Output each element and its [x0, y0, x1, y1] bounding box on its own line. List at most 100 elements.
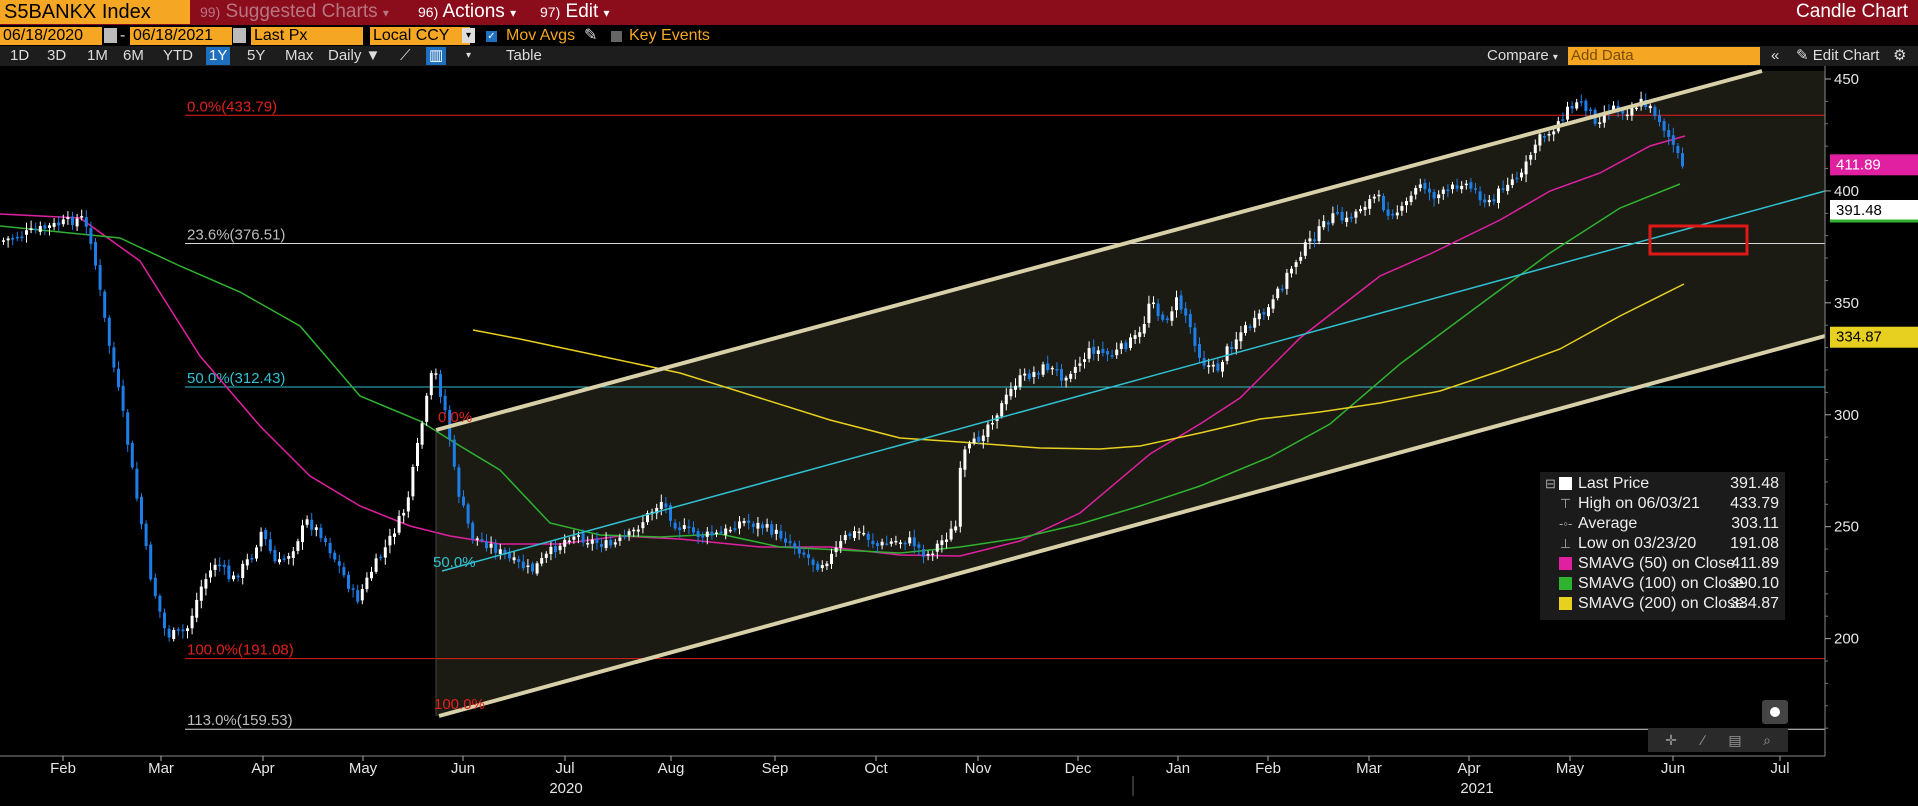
candle-body: [1474, 188, 1477, 190]
legend-swatch: [1559, 597, 1572, 610]
calendar-icon[interactable]: [233, 28, 246, 43]
candle-body: [365, 577, 369, 590]
y-tick-label: 350: [1834, 295, 1859, 312]
draw-icon[interactable]: ∕: [1701, 732, 1705, 748]
gear-icon[interactable]: ⚙: [1893, 47, 1907, 64]
candle-body: [429, 373, 433, 396]
zoom-icon[interactable]: ⌕: [1763, 732, 1771, 748]
notes-icon[interactable]: ▤: [1728, 732, 1742, 748]
period-max[interactable]: Max: [285, 47, 314, 64]
candle-body: [1294, 262, 1298, 268]
price-field-select[interactable]: Last Px: [251, 27, 363, 45]
end-date-field[interactable]: 06/18/2021: [130, 27, 232, 45]
period-3d[interactable]: 3D: [47, 47, 67, 64]
candle-body: [811, 559, 815, 565]
price-tag-label: 334.87: [1836, 329, 1882, 346]
period-1y[interactable]: 1Y: [206, 47, 231, 65]
calendar-icon[interactable]: [104, 28, 117, 43]
mov-avgs-label[interactable]: Mov Avgs: [506, 27, 576, 44]
ticker-field[interactable]: S5BANKX Index: [0, 0, 190, 24]
table-button[interactable]: Table: [506, 47, 542, 64]
period-6m[interactable]: 6M: [123, 47, 144, 64]
mov-avgs-checkbox[interactable]: ✓: [486, 31, 497, 42]
candle-body: [1198, 343, 1201, 358]
pencil-icon[interactable]: ✎: [584, 27, 598, 44]
chevron-down-icon[interactable]: ▾: [466, 50, 472, 61]
period-1d[interactable]: 1D: [10, 47, 30, 64]
key-events-label[interactable]: Key Events: [629, 27, 710, 44]
candle-body: [1276, 288, 1280, 299]
candle-body: [1317, 226, 1321, 242]
candle-body: [820, 565, 824, 569]
candle-body: [255, 547, 258, 559]
add-data-input[interactable]: Add Data: [1568, 47, 1760, 65]
channel-label: 100.0%: [434, 696, 485, 713]
candle-body: [264, 529, 268, 540]
frequency-select[interactable]: Daily ▼: [328, 47, 381, 64]
x-month-label: Aug: [658, 760, 685, 777]
chart-title: Candle Chart: [1796, 1, 1908, 22]
line-chart-icon[interactable]: ⟋: [400, 47, 411, 64]
candle-chart[interactable]: 0.0%(433.79) 23.6%(376.51) 50.0%(312.43) 10…: [0, 66, 1918, 806]
x-month-label: Mar: [1356, 760, 1382, 777]
candle-body: [1000, 403, 1004, 417]
legend-row: SMAVG (50) on Close 411.89: [1540, 554, 1785, 574]
candle-body: [664, 503, 668, 508]
x-month-label: Jun: [1661, 760, 1685, 777]
candle-body: [1326, 222, 1330, 225]
candle-body: [181, 629, 185, 632]
candle-body: [788, 541, 792, 544]
candle-body: [623, 535, 626, 538]
candle-body: [554, 546, 557, 553]
period-1m[interactable]: 1M: [87, 47, 108, 64]
candle-body: [756, 522, 760, 529]
x-month-label: Jan: [1166, 760, 1190, 777]
candle-chart-icon[interactable]: ▥: [426, 47, 447, 65]
suggested-charts-menu[interactable]: 99) Suggested Charts ▾: [200, 1, 389, 22]
key-events-checkbox[interactable]: [611, 31, 622, 42]
chevron-down-icon[interactable]: ▾: [462, 28, 475, 43]
candle-body: [1055, 369, 1059, 371]
candle-body: [531, 563, 534, 572]
candle-body: [784, 538, 787, 543]
sma100-line: [0, 183, 1681, 554]
crosshair-icon[interactable]: ✛: [1665, 732, 1677, 748]
candle-body: [894, 540, 898, 543]
minus-square-icon[interactable]: ⊟: [1545, 476, 1556, 491]
candle-body: [1575, 102, 1579, 109]
actions-menu[interactable]: 96) Actions ▾: [418, 1, 517, 22]
low-marker-icon: ⊥: [1559, 536, 1572, 551]
edit-chart-button[interactable]: ✎ Edit Chart: [1796, 47, 1880, 64]
candle-body: [1188, 313, 1192, 328]
period-ytd[interactable]: YTD: [163, 47, 193, 64]
play-button[interactable]: [1762, 700, 1788, 724]
candle-body: [761, 524, 764, 529]
channel-label: 0.0%: [438, 409, 472, 426]
candle-body: [176, 629, 180, 631]
collapse-icon[interactable]: «: [1771, 47, 1780, 64]
candle-body: [126, 412, 130, 445]
compare-button[interactable]: Compare ▾: [1487, 47, 1558, 64]
y-tick-label: 450: [1834, 71, 1859, 88]
candle-body: [673, 522, 677, 529]
y-tick-label: 400: [1834, 183, 1859, 200]
start-date-field[interactable]: 06/18/2020: [0, 27, 102, 45]
candle-body: [1414, 188, 1418, 195]
candle-body: [526, 565, 530, 568]
candle-body: [1630, 108, 1634, 116]
candle-body: [57, 222, 61, 226]
edit-menu[interactable]: 97) Edit ▾: [540, 1, 610, 22]
candle-body: [89, 228, 93, 244]
candle-body: [1032, 371, 1036, 377]
candle-body: [1234, 339, 1238, 350]
legend-row: ⊥ Low on 03/23/20 191.08: [1559, 535, 1779, 552]
candle-body: [774, 529, 778, 534]
period-5y[interactable]: 5Y: [247, 47, 266, 64]
candle-body: [793, 543, 797, 548]
candle-body: [1566, 106, 1569, 120]
candle-body: [439, 374, 442, 397]
candle-body: [1041, 364, 1045, 375]
candle-body: [457, 467, 461, 497]
currency-select[interactable]: Local CCY: [370, 27, 470, 45]
candle-body: [1193, 327, 1197, 346]
